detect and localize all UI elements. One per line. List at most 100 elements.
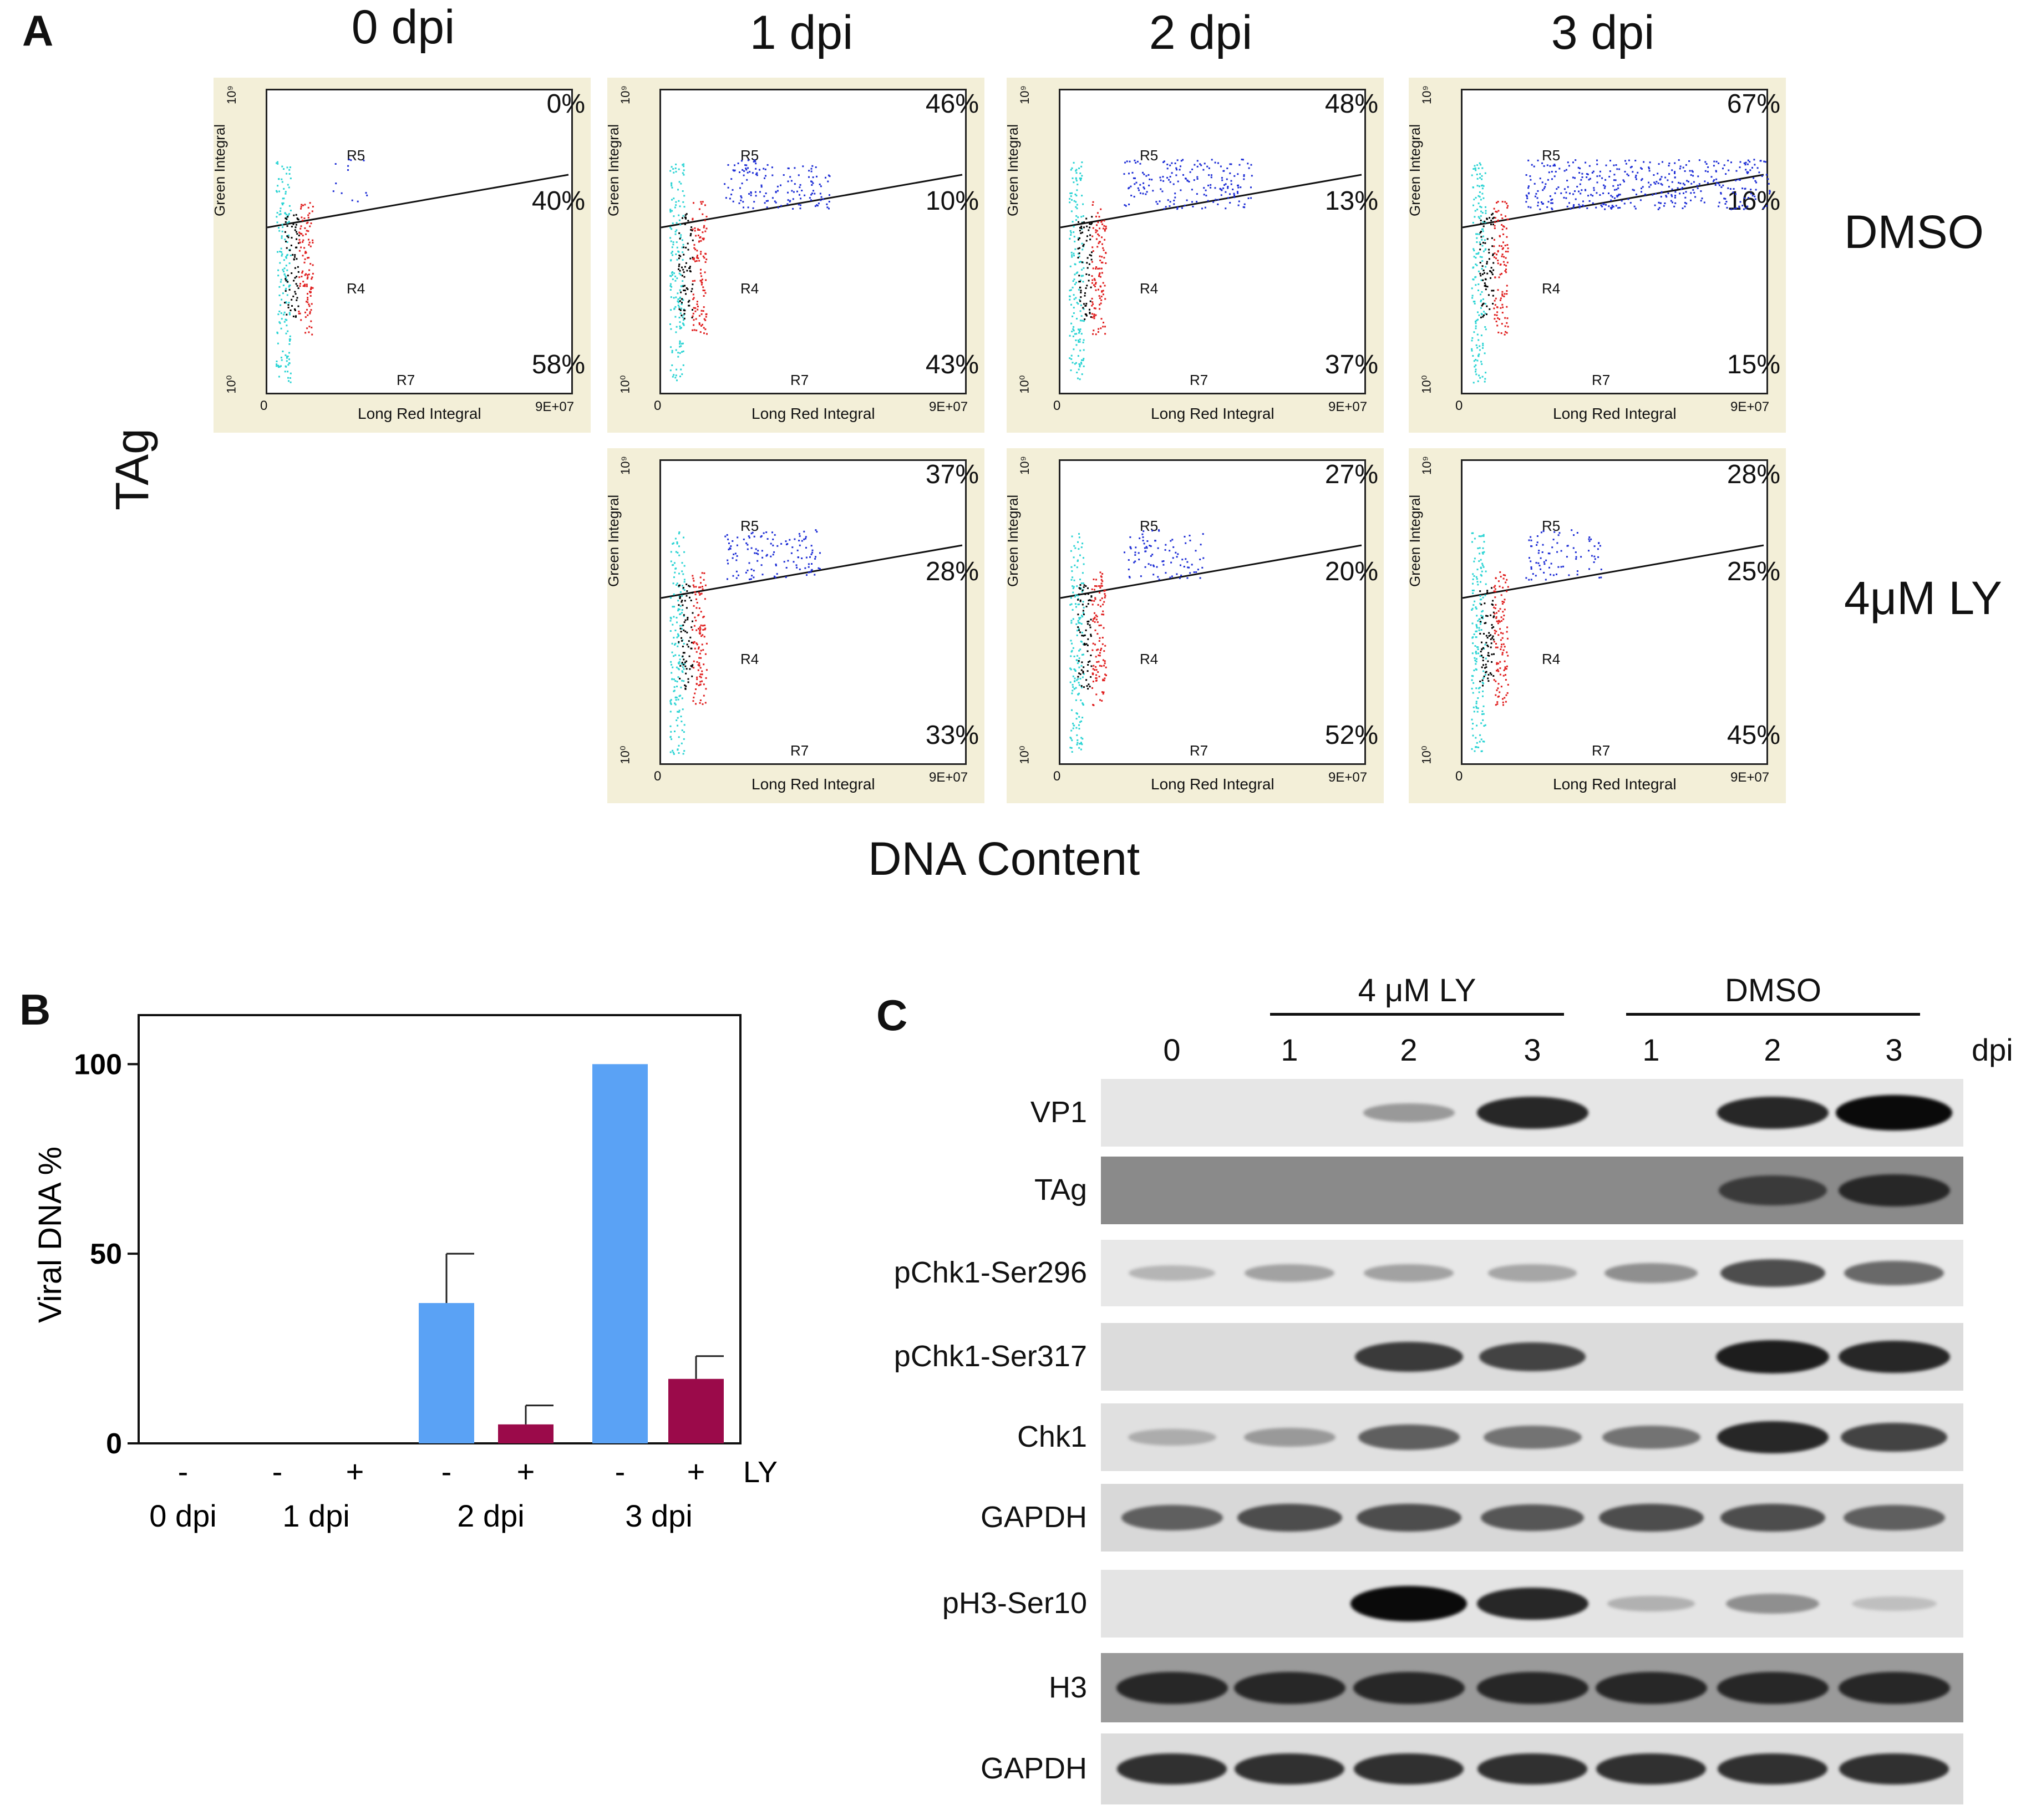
percent-middle: 28% [925,557,979,586]
group-label-3dpi: 3 dpi [625,1498,692,1533]
gate-label-r7: R7 [1592,742,1611,759]
ly-sign: + [346,1454,364,1489]
gate-label-r5: R5 [1542,147,1561,164]
group-label-0dpi: 0 dpi [149,1498,216,1533]
scatter-dot-cloud [1462,159,1771,384]
scatter-x-min: 0 [1053,398,1061,413]
band-lane-6 [1838,1671,1950,1704]
band-lane-4 [1595,1671,1707,1704]
gate-label-r7: R7 [1190,742,1209,759]
ly-sign: - [615,1454,626,1489]
scatter-x-title: Long Red Integral [752,775,875,793]
band-lane-0 [1117,1753,1227,1784]
scatter-plot-area [1461,459,1768,765]
band-lane-4 [1596,1753,1706,1784]
flow-scatter-dmso-3: Green Integral 10⁹ 10⁰ 0 Long Red Integr… [1406,78,1786,433]
y-tick-label: 100 [74,1048,122,1081]
scatter-x-min: 0 [1455,769,1463,784]
percent-lower: 33% [925,721,979,750]
band-lane-3 [1483,1426,1582,1449]
band-lane-6 [1838,1341,1950,1373]
band-lane-6 [1836,1095,1952,1130]
percent-lower: 37% [1324,350,1378,379]
percent-upper: 0% [546,89,585,119]
percent-lower: 15% [1727,350,1780,379]
band-lane-4 [1604,1263,1698,1283]
viral-dna-bar-chart: 0 50 100 Viral DNA % - - + - + - + LY 0 dpi 1 dpi 2 dp… [32,1014,778,1533]
blot-strip-vp1 [1101,1079,1963,1147]
percent-lower: 58% [531,350,585,379]
band-lane-2 [1363,1103,1455,1122]
percent-middle: 40% [531,186,585,216]
band-lane-2 [1364,1264,1454,1282]
percent-upper: 37% [925,460,979,489]
scatter-dot-cloud [1060,529,1362,753]
column-label-1dpi: 1 dpi [749,6,854,59]
scatter-x-min: 0 [1455,398,1463,413]
gate-label-r5: R5 [1542,518,1561,534]
band-lane-3 [1479,1342,1586,1371]
ly-row-label: LY [743,1456,778,1489]
scatter-x-min: 0 [654,769,662,784]
blot-strip-gapdh [1101,1733,1963,1804]
blot-strip-chk1 [1101,1403,1963,1471]
blot-label-4: Chk1 [1017,1420,1087,1453]
gate-line [1060,174,1362,229]
band-lane-0 [1129,1265,1215,1281]
band-lane-3 [1476,1097,1588,1129]
bar-2dpi-lyminus [419,1303,474,1443]
scatter-x-min: 0 [654,398,662,413]
gate-line [661,174,963,229]
row-label-ly: 4μM LY [1844,572,2002,624]
percent-middle: 16% [1727,186,1780,216]
scatter-dot-cloud [1462,529,1764,752]
lane-unit-dpi: dpi [1972,1032,2013,1067]
band-lane-6 [1843,1505,1945,1530]
flow-scatter-ly-1: Green Integral 10⁹ 10⁰ 0 Long Red Integr… [1004,448,1384,803]
gate-label-r4: R4 [740,280,759,297]
flow-scatter-ly-2: Green Integral 10⁹ 10⁰ 0 Long Red Integr… [1406,448,1786,803]
gate-label-r7: R7 [790,742,809,759]
scatter-x-max: 9E+07 [535,399,575,414]
scatter-plot-area [659,459,967,765]
row-label-dmso: DMSO [1844,206,1984,258]
scatter-x-max: 9E+07 [1730,399,1770,414]
band-lane-5 [1718,1753,1827,1784]
scatter-dot-cloud [661,529,963,755]
flow-scatter-dmso-2: Green Integral 10⁹ 10⁰ 0 Long Red Integr… [1004,78,1384,433]
percent-upper: 46% [925,89,979,119]
band-lane-0 [1116,1671,1228,1704]
y-tick-label: 50 [90,1238,122,1270]
gate-label-r4: R4 [347,280,365,297]
gate-line [267,174,569,229]
ly-sign: + [517,1454,535,1489]
gate-label-r5: R5 [347,147,365,164]
gate-label-r5: R5 [1140,147,1159,164]
ly-sign: + [687,1454,705,1489]
gate-label-r4: R4 [1140,651,1159,667]
scatter-x-title: Long Red Integral [1151,775,1274,793]
blot-label-3: pChk1-Ser317 [893,1340,1087,1373]
column-label-3dpi: 3 dpi [1551,6,1655,59]
bar-3dpi-lyplus [668,1378,724,1443]
gate-label-r4: R4 [1542,280,1561,297]
scatter-x-title: Long Red Integral [1553,775,1677,793]
lane-number-0: 0 [1163,1032,1181,1067]
band-lane-5 [1717,1671,1829,1704]
scatter-x-max: 9E+07 [929,770,968,785]
scatter-x-min: 0 [260,398,268,413]
band-lane-2 [1358,1424,1460,1450]
column-label-0dpi: 0 dpi [351,1,455,54]
band-lane-1 [1237,1504,1342,1532]
lane-number-5: 2 [1764,1032,1781,1067]
percent-middle: 25% [1727,557,1780,586]
band-lane-6 [1839,1753,1949,1784]
lane-number-3: 3 [1524,1032,1541,1067]
x-axis-label-dna-content: DNA Content [868,833,1140,885]
band-lane-1 [1233,1671,1345,1704]
scatter-plot-area [659,89,967,394]
percent-upper: 27% [1324,460,1378,489]
scatter-dot-cloud [661,159,963,382]
dmso-group-label: DMSO [1725,972,1821,1008]
flow-scatter-dmso-1: Green Integral 10⁹ 10⁰ 0 Long Red Integr… [605,78,984,433]
